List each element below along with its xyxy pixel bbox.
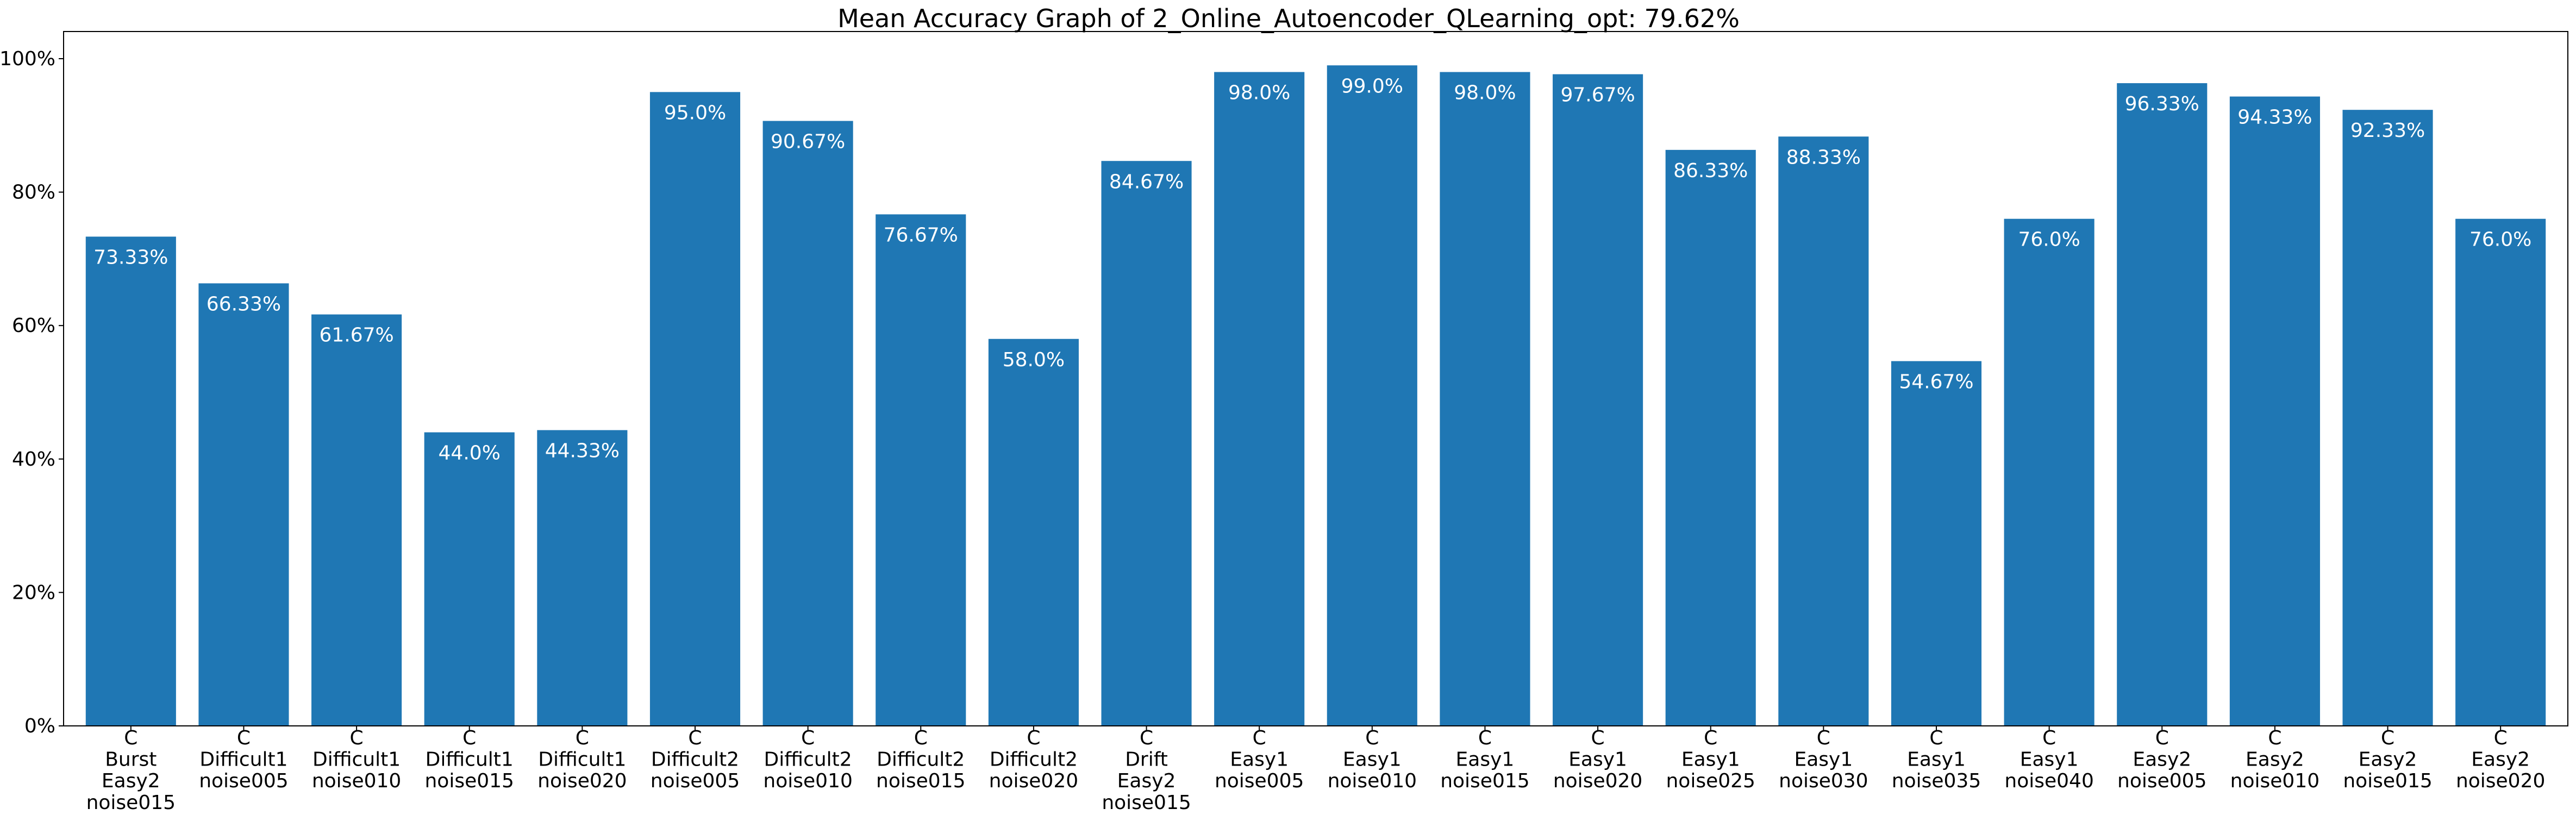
bar: [649, 92, 741, 726]
x-tick-label: C Easy2 noise010: [2230, 727, 2319, 792]
bar: [424, 432, 515, 726]
bar: [1665, 149, 1756, 726]
x-tick-label: C Difficult2 noise005: [651, 727, 740, 792]
bar-value-label: 94.33%: [2237, 106, 2312, 129]
x-tick-label: C Easy1 noise005: [1215, 727, 1304, 792]
bar: [2004, 218, 2094, 726]
bar: [1101, 161, 1192, 726]
bar: [1553, 74, 1643, 726]
bar: [311, 314, 402, 726]
bar: [876, 214, 966, 726]
bar: [85, 236, 176, 726]
axis-ticks-layer: C Burst Easy2 noise015 C Difficult1 noise005 C D…: [0, 48, 2545, 814]
x-tick-label: C Difficult2 noise020: [989, 727, 1078, 792]
bar-value-label: 90.67%: [771, 131, 845, 153]
x-tick-label: C Easy1 noise030: [1779, 727, 1868, 792]
bar: [2229, 96, 2320, 726]
axes-frame: [63, 31, 2568, 726]
x-tick-label: C Difficult1 noise020: [537, 727, 627, 792]
bar: [1891, 361, 1982, 726]
x-tick-label: C Easy1 noise040: [2004, 727, 2093, 792]
bar-value-label: 76.0%: [2018, 229, 2080, 251]
bar: [537, 430, 628, 726]
x-tick-label: C Easy1 noise010: [1328, 727, 1417, 792]
x-tick-label: C Difficult1 noise005: [199, 727, 288, 792]
bar-value-label: 73.33%: [93, 247, 168, 269]
bar: [1440, 72, 1530, 726]
y-tick-label: 80%: [12, 181, 55, 204]
bar: [1327, 65, 1417, 726]
x-tick-label: C Easy1 noise025: [1666, 727, 1755, 792]
x-tick-label: C Easy2 noise020: [2456, 727, 2545, 792]
bar: [2117, 83, 2208, 726]
bar-value-label: 58.0%: [1003, 349, 1065, 371]
bar: [988, 338, 1079, 726]
bar-value-label: 76.67%: [884, 224, 958, 246]
x-tick-label: C Easy1 noise015: [1440, 727, 1529, 792]
y-tick-label: 60%: [12, 315, 55, 337]
bar-value-label: 44.33%: [545, 440, 620, 462]
y-tick-label: 0%: [24, 715, 55, 737]
bar-value-label: 99.0%: [1341, 75, 1403, 97]
bar-value-label: 54.67%: [1899, 371, 1973, 393]
bar: [2455, 218, 2546, 726]
bar-value-label: 98.0%: [1228, 82, 1290, 104]
bar: [1214, 72, 1305, 726]
x-tick-label: C Difficult2 noise015: [876, 727, 965, 792]
bar-value-label: 66.33%: [207, 293, 281, 315]
bars-layer: 73.33% 66.33% 61.67% 44.0% 44.33% 95.0% 90.67%…: [85, 65, 2546, 726]
bar-value-label: 84.67%: [1109, 171, 1184, 193]
bar-value-label: 86.33%: [1673, 160, 1748, 182]
bar-value-label: 97.67%: [1560, 84, 1635, 106]
bar-value-label: 76.0%: [2469, 229, 2531, 251]
bar-value-label: 95.0%: [664, 102, 726, 124]
x-tick-label: C Easy1 noise035: [1892, 727, 1981, 792]
x-tick-label: C Drift Easy2 noise015: [1102, 727, 1191, 814]
x-tick-label: C Difficult1 noise010: [312, 727, 401, 792]
bar-value-label: 92.33%: [2350, 120, 2425, 142]
bar-value-label: 61.67%: [319, 324, 393, 347]
x-tick-label: C Easy2 noise005: [2117, 727, 2206, 792]
y-tick-label: 40%: [12, 448, 55, 471]
bar-value-label: 88.33%: [1786, 146, 1861, 168]
bar-value-label: 96.33%: [2125, 93, 2199, 115]
x-tick-label: C Difficult2 noise010: [763, 727, 852, 792]
bar: [762, 121, 853, 726]
bar: [1778, 136, 1869, 726]
bar: [2342, 110, 2433, 726]
chart-title: Mean Accuracy Graph of 2_Online_Autoenco…: [837, 4, 1740, 33]
x-tick-label: C Easy2 noise015: [2343, 727, 2432, 792]
bar: [198, 283, 289, 726]
x-tick-label: C Burst Easy2 noise015: [86, 727, 176, 814]
y-tick-label: 100%: [0, 48, 55, 70]
bar-value-label: 98.0%: [1454, 82, 1516, 104]
x-tick-label: C Difficult1 noise015: [424, 727, 514, 792]
bar-value-label: 44.0%: [439, 442, 501, 465]
y-tick-label: 20%: [12, 581, 55, 604]
x-tick-label: C Easy1 noise020: [1553, 727, 1642, 792]
